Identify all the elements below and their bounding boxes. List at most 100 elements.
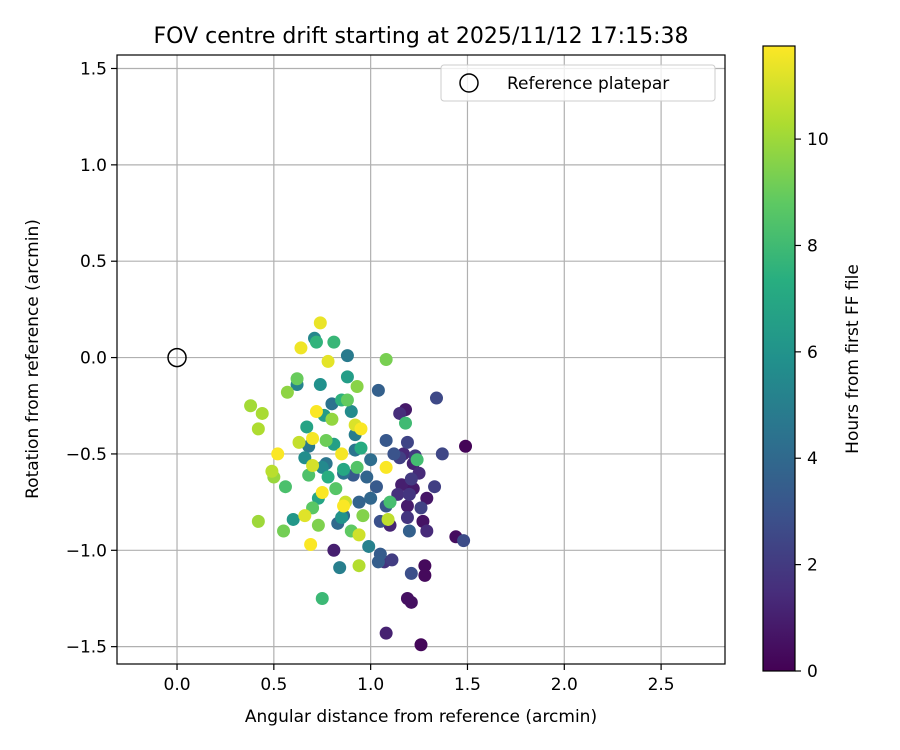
legend-reference-marker <box>459 73 479 93</box>
grid-lines <box>117 55 725 664</box>
data-point <box>362 539 376 553</box>
y-tick-label: −1.0 <box>66 541 107 561</box>
data-point <box>271 447 285 461</box>
data-point <box>313 378 327 392</box>
data-point <box>298 509 312 523</box>
colorbar-ticks: 0 2 4 6 8 10 <box>795 130 829 682</box>
data-point <box>290 372 304 386</box>
data-point <box>350 460 364 474</box>
colorbar-tick-label: 0 <box>807 662 818 682</box>
y-tick-label: 1.5 <box>80 59 107 79</box>
chart-title: FOV centre drift starting at 2025/11/12 … <box>154 24 689 49</box>
plot-area: 0.0 0.5 1.0 1.5 2.0 2.5 −1.5 −1.0 −0.5 0.0 0.5 1.0… <box>66 54 726 695</box>
data-point <box>420 491 434 505</box>
legend-label: Reference platepar <box>507 74 669 94</box>
data-point <box>313 316 327 330</box>
colorbar: 0 2 4 6 8 10 Hours from first FF file <box>762 45 863 682</box>
data-point <box>251 422 265 436</box>
data-point <box>400 591 414 605</box>
data-point <box>414 501 428 515</box>
data-point <box>429 391 443 405</box>
data-point <box>399 416 413 430</box>
x-tick-label: 0.0 <box>164 675 191 695</box>
data-point <box>352 559 366 573</box>
x-axis-ticks: 0.0 0.5 1.0 1.5 2.0 2.5 <box>164 664 675 695</box>
data-point <box>371 555 385 569</box>
data-point <box>350 379 364 393</box>
data-point <box>255 406 269 420</box>
data-point <box>352 528 366 542</box>
data-point <box>379 626 393 640</box>
data-point <box>304 538 318 552</box>
data-point <box>340 393 354 407</box>
data-point <box>280 385 294 399</box>
data-point <box>294 341 308 355</box>
data-point <box>354 422 368 436</box>
y-tick-label: −0.5 <box>66 445 107 465</box>
data-point <box>457 534 471 548</box>
data-point <box>321 354 335 368</box>
colorbar-tick-label: 8 <box>807 236 818 256</box>
data-point <box>379 460 393 474</box>
data-point <box>364 491 378 505</box>
data-point <box>428 480 442 494</box>
data-point <box>435 447 449 461</box>
data-point <box>337 499 351 513</box>
plot-frame <box>116 54 726 665</box>
data-point <box>327 543 341 557</box>
data-point <box>360 470 374 484</box>
x-tick-label: 1.0 <box>357 675 384 695</box>
y-tick-label: 0.0 <box>80 349 107 369</box>
data-point <box>385 553 399 567</box>
data-point <box>393 406 407 420</box>
data-point <box>337 462 351 476</box>
data-point <box>404 472 418 486</box>
colorbar-tick-label: 4 <box>807 449 818 469</box>
data-point <box>309 335 323 349</box>
y-axis-ticks: −1.5 −1.0 −0.5 0.0 0.5 1.0 1.5 <box>66 59 117 658</box>
data-point <box>300 420 314 434</box>
data-point <box>369 480 383 494</box>
data-point <box>381 512 395 526</box>
y-tick-label: 0.5 <box>80 252 107 272</box>
data-point <box>277 524 291 538</box>
colorbar-tick-label: 2 <box>807 556 818 576</box>
data-point <box>315 485 329 499</box>
data-point <box>404 566 418 580</box>
data-point <box>354 441 368 455</box>
data-points <box>244 316 473 652</box>
data-point <box>352 495 366 509</box>
data-point <box>356 509 370 523</box>
data-point <box>286 512 300 526</box>
data-point <box>340 370 354 384</box>
colorbar-tick-label: 6 <box>807 343 818 363</box>
data-point <box>400 435 414 449</box>
data-point <box>265 464 279 478</box>
data-point <box>306 458 320 472</box>
x-axis-label: Angular distance from reference (arcmin) <box>245 707 597 727</box>
data-point <box>278 480 292 494</box>
data-point <box>244 399 258 413</box>
data-point <box>379 433 393 447</box>
data-point <box>402 487 416 501</box>
data-point <box>364 453 378 467</box>
colorbar-tick-label: 10 <box>807 130 829 150</box>
data-point <box>335 511 349 525</box>
data-point <box>418 568 432 582</box>
data-point <box>311 518 325 532</box>
data-point <box>309 405 323 419</box>
data-point <box>335 447 349 461</box>
data-point <box>340 349 354 363</box>
data-point <box>344 405 358 419</box>
data-point <box>251 514 265 528</box>
data-point <box>315 591 329 605</box>
y-tick-label: 1.0 <box>80 156 107 176</box>
data-point <box>383 495 397 509</box>
x-tick-label: 0.5 <box>260 675 287 695</box>
data-point <box>371 383 385 397</box>
colorbar-label: Hours from first FF file <box>843 264 863 454</box>
data-point <box>325 412 339 426</box>
data-point <box>400 499 414 513</box>
legend: Reference platepar <box>440 64 716 102</box>
data-point <box>420 524 434 538</box>
